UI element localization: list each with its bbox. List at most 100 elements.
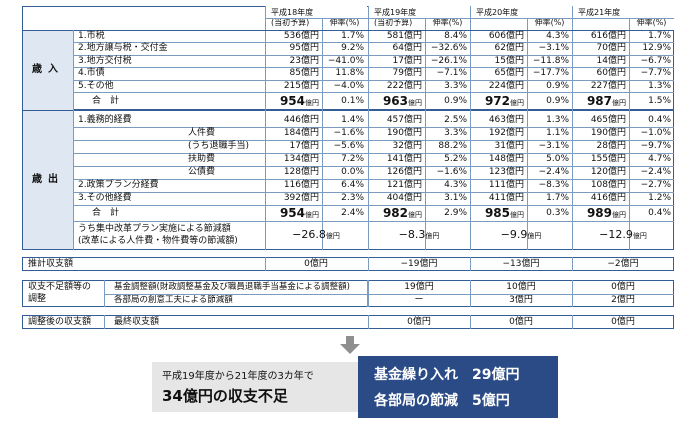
unit-label: 億円 (425, 232, 440, 240)
rate-header: 伸率(%) (534, 18, 565, 27)
amount-cell: 463億円 (488, 115, 524, 125)
row-divider (74, 179, 674, 180)
after-value: 0億円 (509, 317, 533, 327)
summary-line2: 34億円の収支不足 (162, 387, 288, 405)
amount-cell: 536億円 (283, 31, 319, 41)
adjust-row-label: 基金調整額(財政調整基金及び職員退職手当基金による調整額) (114, 282, 350, 292)
row-divider (104, 294, 674, 295)
total-rate: 0.1% (341, 96, 364, 106)
column-divider (367, 280, 368, 307)
column-divider (73, 30, 74, 250)
unit-label: 億円 (305, 211, 319, 219)
rate-cell: −6.7% (640, 55, 671, 66)
rate-cell: −32.6% (430, 43, 467, 54)
total-amount: 987億円 (572, 92, 629, 110)
amount-cell: 581億円 (386, 31, 422, 41)
rate-cell: 1.7% (546, 193, 569, 203)
rate-cell: 4.3% (444, 180, 467, 190)
estimate-label: 推計収支額 (28, 259, 74, 269)
unit-label: 億円 (612, 99, 626, 107)
adjust-value: 19億円 (404, 282, 434, 292)
estimate-value: −19億円 (400, 259, 438, 269)
amount-cell: 190億円 (386, 128, 422, 138)
rate-cell: 1.1% (546, 128, 569, 138)
after-value: 0億円 (611, 317, 635, 327)
amount-cell: 62億円 (494, 43, 524, 54)
rate-cell: −1.6% (333, 128, 364, 138)
unit-label: 億円 (305, 99, 319, 107)
row-label: 人件費 (188, 128, 216, 138)
rate-cell: 2.3% (341, 193, 364, 203)
estimate-value: 0億円 (304, 259, 328, 269)
amount-cell: 416億円 (590, 193, 626, 203)
amount-cell: 60億円 (596, 68, 626, 79)
rate-cell: 3.3% (444, 128, 467, 138)
year-title: 平成20年度 (476, 8, 519, 17)
amount-cell: 190億円 (590, 128, 626, 138)
year-title: 平成18年度 (271, 8, 314, 17)
rate-cell: −26.1% (430, 55, 467, 66)
estimate-value: −13億円 (502, 259, 540, 269)
total-amount: 989億円 (572, 205, 629, 221)
column-divider (104, 280, 105, 307)
column-divider (470, 6, 471, 250)
expense-label-bg (23, 111, 73, 249)
rate-cell: 1.7% (648, 31, 671, 41)
amount-cell: 28億円 (596, 141, 626, 151)
amount-cell: 134億円 (283, 154, 319, 164)
estimate-frame (22, 257, 674, 271)
section-expense-label: 歳出 (32, 174, 64, 185)
amount-cell: 17億円 (289, 141, 319, 151)
amount-cell: 17億円 (392, 55, 422, 66)
row-divider (265, 18, 674, 19)
rate-cell: −8.3% (538, 180, 569, 190)
rate-cell: 11.8% (335, 68, 364, 79)
amount-cell: 85億円 (289, 68, 319, 79)
year-title: 平成19年度 (374, 8, 417, 17)
rate-cell: −2.7% (640, 180, 671, 190)
amount-cell: 404億円 (386, 193, 422, 203)
row-label: 1.市税 (78, 31, 105, 41)
row-divider (74, 79, 674, 81)
row-divider (74, 166, 674, 167)
unit-label: 億円 (632, 232, 647, 240)
summary-fund: 基金繰り入れ 29億円 (374, 367, 520, 383)
rate-cell: 6.4% (341, 180, 364, 190)
total-value: 954 (279, 94, 305, 108)
unit-label: 億円 (408, 211, 422, 219)
column-divider (470, 315, 471, 329)
rate-cell: 1.2% (648, 193, 671, 203)
rate-cell: 2.5% (444, 115, 467, 125)
amount-cell: 126億円 (386, 167, 422, 177)
row-divider (74, 92, 674, 93)
amount-cell: 148億円 (488, 154, 524, 164)
column-divider (368, 257, 369, 271)
reform-label: うち集中改革プラン実施による節減額 (78, 224, 231, 234)
rate-cell: −7.7% (640, 68, 671, 79)
rate-cell: −2.4% (538, 167, 569, 177)
column-divider (322, 18, 323, 250)
total-value: 972 (484, 94, 510, 108)
adjust-label: 調整 (28, 294, 47, 304)
total-amount: 954億円 (265, 92, 322, 110)
row-label: 1.義務的経費 (78, 115, 132, 125)
reform-value: −12.9 (599, 228, 633, 241)
column-divider (572, 6, 573, 250)
amount-cell: 224億円 (488, 80, 524, 91)
reform-value: −9.9 (500, 228, 528, 241)
rate-cell: 0.9% (546, 80, 569, 91)
amount-cell: 123億円 (488, 167, 524, 177)
rate-cell: −5.6% (333, 141, 364, 151)
row-divider (74, 140, 674, 141)
section-income-label: 歳入 (32, 64, 64, 75)
total-value: 954 (279, 206, 305, 220)
total-rate: 0.3% (546, 208, 569, 218)
total-rate: 1.5% (648, 96, 671, 106)
amount-cell: 14億円 (596, 55, 626, 66)
total-amount: 963億円 (368, 92, 425, 110)
income-label-bg (23, 30, 73, 110)
rate-cell: −1.6% (436, 167, 467, 177)
adjust-label: 収支不足額等の (28, 282, 92, 292)
total-rate: 0.9% (546, 96, 569, 106)
amount-cell: 111億円 (488, 180, 524, 190)
